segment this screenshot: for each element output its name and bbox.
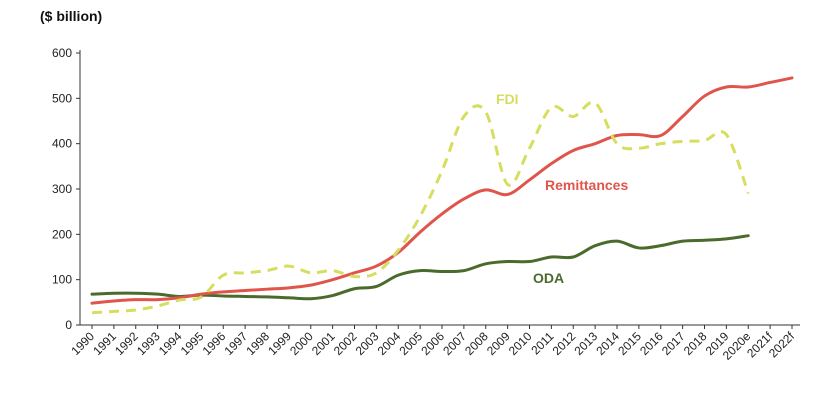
x-tick-label: 1996 [200,329,229,358]
x-tick-label: 2014 [593,329,622,358]
series-line-fdi [91,100,750,315]
series-label-fdi: FDI [496,91,519,107]
chart-series [90,76,794,315]
x-tick-label: 1995 [178,329,207,358]
y-tick-label: 100 [52,273,72,287]
x-tick-label: 2003 [353,329,382,358]
x-tick-label: 1993 [134,329,163,358]
y-tick-label: 500 [52,91,72,105]
chart-axes [79,50,800,326]
x-tick-label: 1998 [243,329,272,358]
x-tick-label: 2007 [440,329,469,358]
x-tick-label: 2004 [375,329,404,358]
x-tick-label: 2022f [766,329,798,361]
x-tick-label: 1992 [112,329,141,358]
y-tick-label: 600 [52,46,72,60]
x-tick-label: 2011 [528,329,556,357]
x-tick-label: 2002 [331,329,360,358]
y-tick-label: 400 [52,137,72,151]
y-axis-ticks: 0 100 200 300 400 500 600 [52,46,80,332]
x-tick-label: 1997 [221,329,250,358]
x-axis-ticks: 1990199119921993199419951996199719981999… [68,325,798,363]
series-line-remittances [90,76,794,305]
x-tick-label: 2016 [637,329,666,358]
series-label-oda: ODA [533,270,564,286]
x-tick-label: 2015 [615,329,644,358]
x-tick-label: 1990 [68,329,97,358]
y-tick-label: 300 [52,182,72,196]
y-tick-label: 200 [52,227,72,241]
x-tick-label: 2000 [287,329,316,358]
x-tick-label: 2012 [550,329,579,358]
series-labels: FDI Remittances ODA [496,91,628,286]
x-tick-label: 2009 [484,329,513,358]
x-tick-label: 2005 [396,329,425,358]
series-line-oda [90,234,750,301]
x-tick-label: 2010 [506,329,535,358]
series-label-remittances: Remittances [545,177,628,193]
x-tick-label: 2008 [462,329,491,358]
y-axis-unit-label: ($ billion) [40,8,103,24]
x-tick-label: 2018 [681,329,710,358]
x-tick-label: 2013 [571,329,600,358]
x-tick-label: 2006 [418,329,447,358]
x-tick-label: 2001 [309,329,338,358]
y-tick-label: 0 [65,318,72,332]
x-tick-label: 1999 [265,329,294,358]
x-tick-label: 2017 [659,329,688,358]
x-tick-label: 1991 [90,329,119,358]
x-tick-label: 1994 [156,329,185,358]
